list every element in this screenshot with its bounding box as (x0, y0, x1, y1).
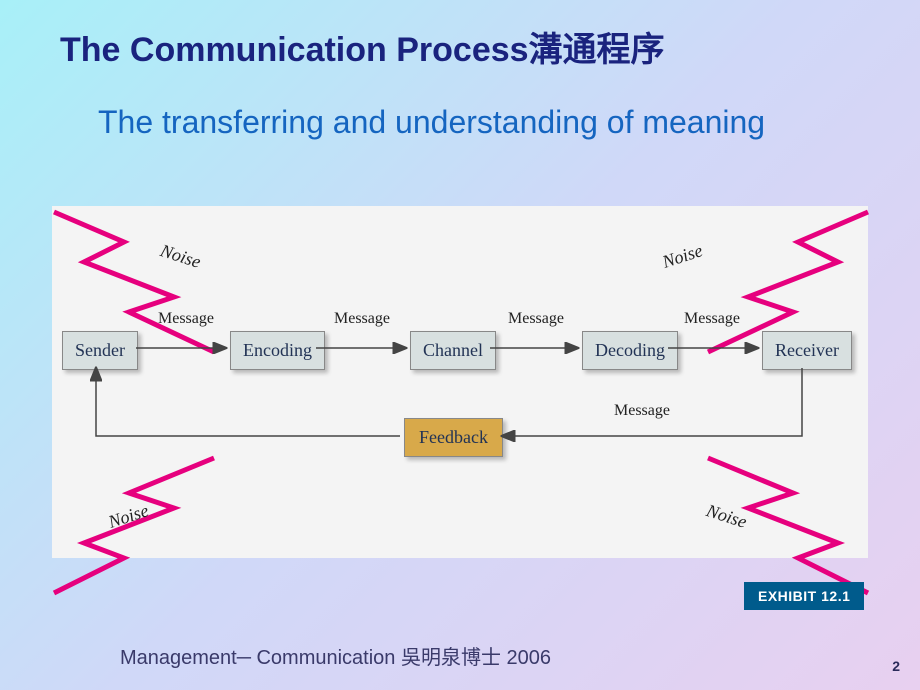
slide-title: The Communication Process溝通程序 (60, 22, 665, 71)
communication-diagram: Noise Noise Noise Noise Sender Encoding … (52, 206, 868, 558)
slide-subtitle: The transferring and understanding of me… (98, 102, 765, 144)
slide-background: The Communication Process溝通程序 The transf… (0, 0, 920, 690)
arrow-1 (52, 206, 868, 558)
page-number: 2 (892, 658, 900, 674)
slide-footer: Management─ Communication 吳明泉博士 2006 (120, 641, 551, 670)
exhibit-tag: EXHIBIT 12.1 (744, 582, 864, 610)
